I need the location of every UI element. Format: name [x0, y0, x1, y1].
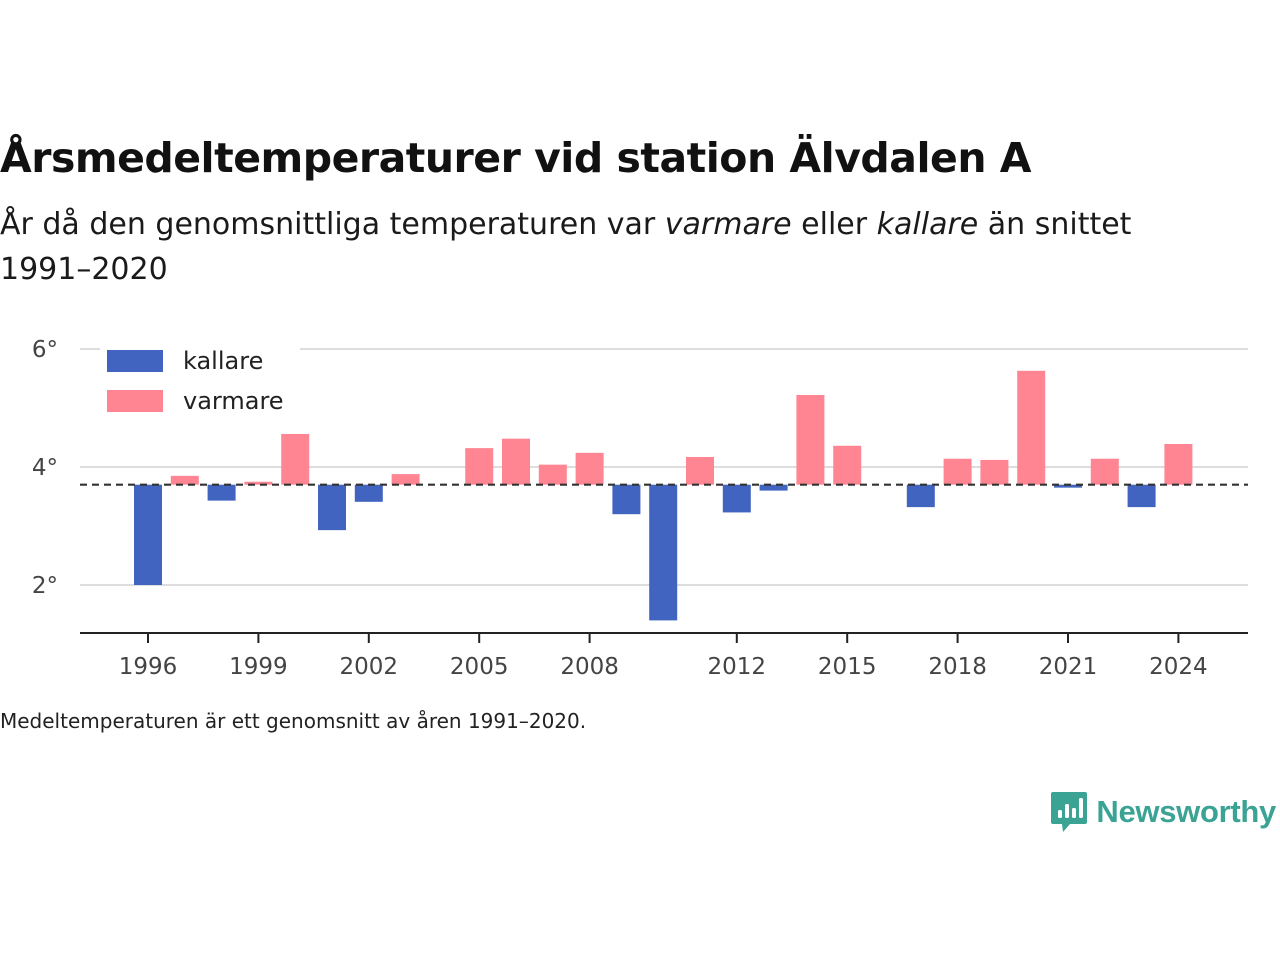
x-tick-label: 2008: [560, 654, 619, 680]
x-tick-label: 2012: [708, 654, 767, 680]
legend-swatch-warmer: [107, 390, 163, 412]
bar-colder: [759, 484, 788, 491]
bar-warmer: [391, 474, 420, 485]
bar-colder: [649, 484, 678, 621]
chart-subtitle: År då den genomsnittliga temperaturen va…: [0, 202, 1230, 292]
bar-warmer: [1017, 370, 1046, 485]
bar-colder: [134, 484, 162, 585]
newsworthy-brand[interactable]: Newsworthy: [1050, 790, 1276, 834]
newsworthy-logo-icon: [1051, 792, 1088, 832]
subtitle-cold-word: kallare: [876, 207, 979, 242]
bar-warmer: [575, 452, 604, 485]
bar-colder: [722, 484, 751, 513]
bar-warmer: [170, 475, 199, 485]
bar-colder: [906, 484, 935, 508]
bar-warmer: [281, 433, 310, 485]
bar-warmer: [244, 481, 273, 485]
subtitle-part1: År då den genomsnittliga temperaturen va…: [0, 207, 665, 242]
legend-swatch-colder: [107, 350, 163, 372]
y-tick-label: 6°: [32, 337, 58, 363]
x-tick-label: 2005: [450, 654, 509, 680]
x-tick-label: 1996: [119, 654, 178, 680]
bar-warmer: [980, 459, 1009, 485]
subtitle-part2: eller: [791, 207, 877, 242]
x-tick-label: 2018: [928, 654, 987, 680]
bar-colder: [612, 484, 641, 515]
legend-label-colder: kallare: [183, 347, 263, 375]
bar-colder: [207, 484, 236, 501]
bar-warmer: [465, 448, 494, 485]
bar-warmer: [833, 445, 862, 485]
bar-warmer: [502, 438, 530, 485]
bar-colder: [354, 484, 383, 502]
bar-colder: [1127, 484, 1156, 508]
temperature-bar-chart: 2° 4° 6° 1996 1999 2002 2005 2008 2012 2015 2018 20…: [32, 337, 1248, 680]
chart-footnote: Medeltemperaturen är ett genomsnitt av å…: [0, 709, 587, 733]
x-tick-label: 2015: [818, 654, 877, 680]
bar-colder: [318, 484, 346, 531]
x-tick-label: 2024: [1149, 654, 1208, 680]
x-tick-label: 1999: [229, 654, 288, 680]
x-tick-label: 2002: [340, 654, 399, 680]
bar-warmer: [1090, 458, 1119, 485]
subtitle-warm-word: varmare: [664, 207, 792, 242]
chart-title: Årsmedeltemperaturer vid station Älvdale…: [0, 134, 1032, 182]
subtitle-part3: än snittet 1991–2020: [0, 207, 1132, 287]
bar-warmer: [538, 464, 567, 485]
bar-warmer: [796, 395, 825, 485]
x-tick-label: 2021: [1039, 654, 1098, 680]
bar-warmer: [943, 458, 972, 485]
y-tick-label: 2°: [32, 573, 58, 599]
legend-label-warmer: varmare: [183, 387, 284, 415]
y-tick-label: 4°: [32, 455, 58, 481]
bar-warmer: [1164, 443, 1193, 485]
bar-warmer: [686, 456, 714, 485]
brand-name: Newsworthy: [1096, 794, 1276, 829]
bar-colder: [1054, 484, 1082, 488]
